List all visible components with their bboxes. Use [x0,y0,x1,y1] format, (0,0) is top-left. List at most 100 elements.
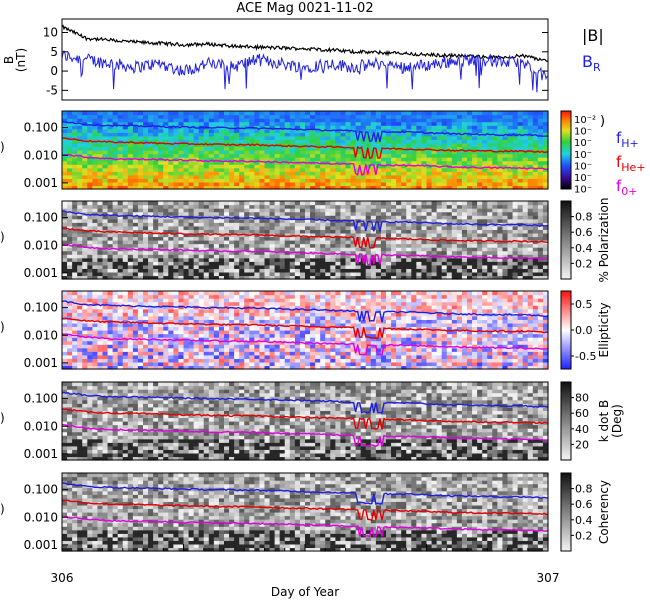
spectrogram-cell [183,114,190,119]
spectrogram-cell [284,201,291,206]
spectrogram-cell [380,157,387,162]
spectrogram-cell [153,358,159,363]
spectrogram-cell [163,218,169,223]
spectrogram-cell [350,150,357,155]
chart-title: ACE Mag 0021-11-02 [236,1,373,16]
spectrogram-cell [512,264,519,269]
spectrogram-cell [203,128,210,133]
spectrogram-cell [183,171,190,176]
spectrogram-cell [416,204,423,209]
spectrogram-cell [269,146,276,151]
spectrogram-cell [431,232,438,238]
spectrogram-cell [163,167,169,172]
spectrogram-cell [107,142,114,148]
spectrogram-cell [259,167,266,172]
spectrogram-cell [345,247,352,252]
spectrogram-cell [360,222,367,227]
spectrogram-cell [62,229,68,234]
power-colorbar-label: 10⁻ [574,185,592,196]
spectrogram-cell [512,185,519,190]
spectrogram-cell [97,185,104,190]
spectrogram-cell [62,146,68,151]
spectrogram-cell [127,164,134,169]
spectrogram-cell [213,268,220,273]
spectrogram-cell [386,167,392,172]
spectrogram-cell [254,254,261,259]
spectrogram-cell [213,308,220,313]
spectrogram-cell [517,236,524,241]
spectrogram-cell [330,111,336,116]
spectrogram-cell [325,257,331,262]
spectrogram-cell [178,211,185,216]
spectrogram-cell [67,236,73,241]
spectrogram-cell [67,326,73,331]
spectrogram-cell [137,330,144,335]
spectrogram-cell [158,340,164,345]
spectrogram-cell [507,185,514,190]
spectrogram-cell [153,211,159,216]
spectrogram-cell [315,132,321,137]
spectrogram-cell [112,308,119,313]
spectrogram-cell [502,232,509,238]
spectrogram-cell [487,275,493,280]
spectrogram-cell [264,132,271,137]
spectrogram-cell [365,139,372,144]
spectrogram-cell [401,257,407,262]
spectrogram-cell [426,121,433,126]
spectrogram-cell [320,135,326,140]
spectrogram-cell [137,125,144,130]
spectrogram-cell [380,225,387,230]
spectrogram-cell [193,308,200,313]
spectrogram-cell [467,167,473,172]
spectrogram-cell [274,118,281,123]
spectrogram-cell [517,150,524,155]
spectrogram-cell [178,128,185,133]
spectrogram-cell [325,211,331,216]
spectrogram-cell [507,275,514,280]
spectrogram-cell [522,264,529,269]
spectrogram-cell [320,111,326,116]
spectrogram-cell [350,142,357,148]
spectrogram-cell [325,204,331,209]
spectrogram-cell [492,160,498,165]
spectrogram-cell [451,211,458,216]
spectrogram-cell [203,160,210,165]
spectrogram-cell [512,164,519,169]
spectrogram-cell [213,139,220,144]
spectrogram-cell [102,275,109,280]
spectrogram-cell [234,135,240,140]
spectrogram-cell [127,344,134,349]
spectrogram-cell [375,150,382,155]
spectrogram-cell [62,268,68,273]
spectrogram-cell [411,257,417,262]
spectrogram-cell [522,153,529,158]
spectrogram-cell [467,236,473,241]
spectrogram-cell [158,139,164,144]
spectrogram-cell [153,174,159,179]
spectrogram-cell [107,160,114,165]
spectrogram-cell [137,243,144,248]
spectrogram-cell [188,275,195,280]
spectrogram-cell [102,118,109,123]
spectrogram-cell [102,271,109,277]
spectrogram-cell [107,294,114,299]
spectrogram-cell [299,208,306,213]
power-colorbar-label: 10⁻ [574,150,592,161]
spectrogram-cell [67,240,73,245]
spectrogram-cell [370,232,377,238]
spectrogram-cell [527,225,534,230]
spectrogram-cell [249,146,255,151]
spectrogram-cell [482,178,488,183]
spectrogram-cell [173,301,180,306]
spectrogram-cell [239,181,245,187]
spectrogram-cell [229,201,235,206]
spectrogram-cell [183,333,190,338]
spectrogram-cell [345,118,352,123]
spectrogram-cell [178,264,185,269]
spectrogram-cell [456,139,463,144]
spectrogram-cell [401,153,407,158]
spectrogram-cell [62,354,68,359]
spectrogram-cell [122,218,129,223]
spectrogram-cell [92,236,99,241]
spectrogram-cell [487,243,493,248]
